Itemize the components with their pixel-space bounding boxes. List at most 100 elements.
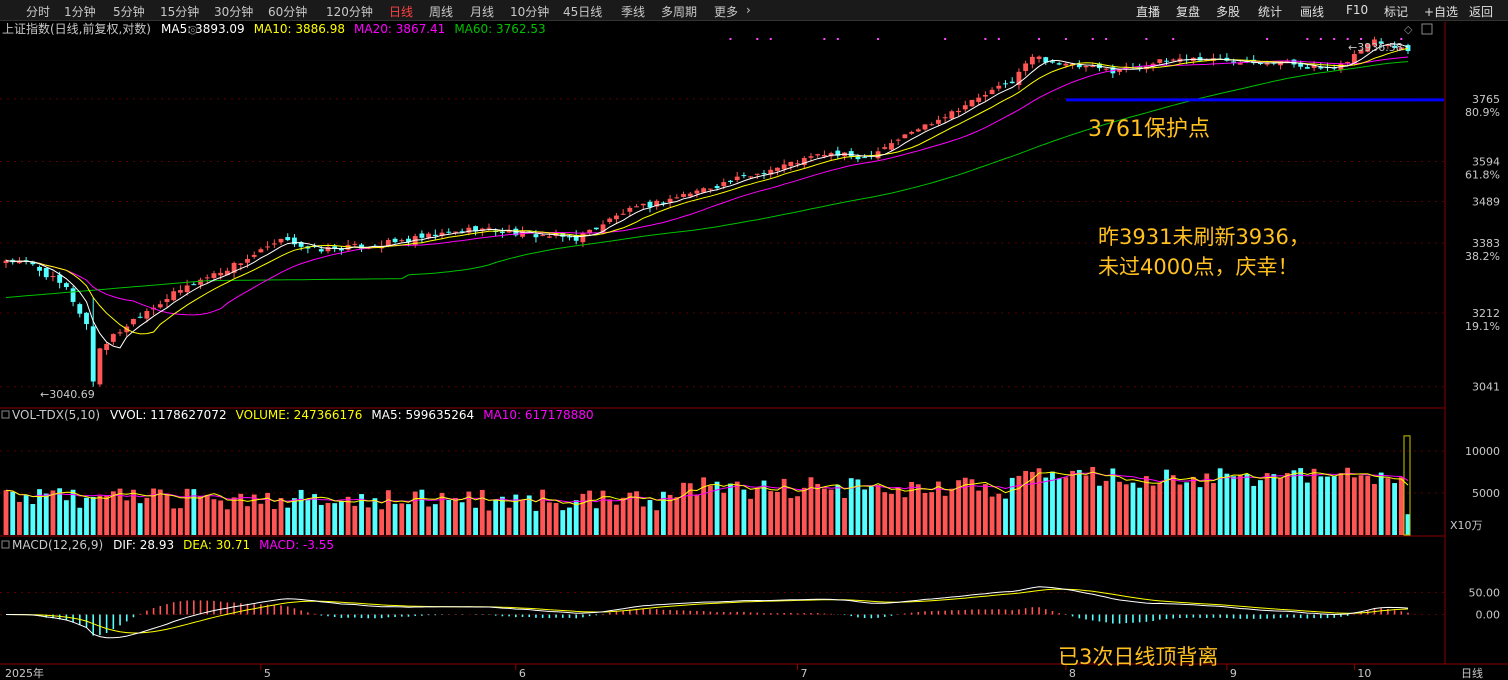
toolbar-button[interactable]: +自选 xyxy=(1424,5,1459,19)
x-tick-label: 2025年 xyxy=(5,666,44,680)
toolbar-button[interactable]: 画线 xyxy=(1300,5,1325,19)
volume-bar xyxy=(499,496,505,535)
timeframe-tab[interactable]: 60分钟 xyxy=(268,5,308,19)
volume-bar xyxy=(1177,484,1183,535)
volume-bar xyxy=(1204,473,1210,535)
candle-body xyxy=(627,207,633,212)
timeframe-tab[interactable]: 45日线 xyxy=(563,5,603,19)
collapse-icon[interactable] xyxy=(1,540,10,549)
timeframe-tab[interactable]: 季线 xyxy=(621,5,646,19)
candle-body xyxy=(567,236,572,238)
volume-bars xyxy=(3,435,1411,536)
candle-body xyxy=(1157,59,1163,63)
candle-body xyxy=(982,94,988,97)
maximize-icon[interactable] xyxy=(1421,23,1433,35)
candle-body xyxy=(1016,71,1022,86)
candle-body xyxy=(1405,45,1411,52)
timeframe-tab[interactable]: 10分钟 xyxy=(510,5,550,19)
volume-bar xyxy=(1063,477,1069,535)
volume-bar xyxy=(1170,475,1176,535)
x-tick-label: 8 xyxy=(1069,667,1076,680)
volume-bar xyxy=(1003,498,1008,535)
volume-bar xyxy=(1251,485,1257,535)
note-line-2: 未过4000点，庆幸！ xyxy=(1098,255,1298,279)
candle-body xyxy=(1050,61,1055,63)
vol-ma5-line xyxy=(5,471,1409,506)
volume-bar xyxy=(318,504,324,535)
timeframe-tab[interactable]: 30分钟 xyxy=(214,5,254,19)
candle-body xyxy=(352,243,358,245)
candle-body xyxy=(157,304,163,308)
volume-bar xyxy=(821,488,827,535)
collapse-icon[interactable] xyxy=(1,410,10,419)
volume-bar xyxy=(1130,482,1136,535)
volume-bar xyxy=(593,508,599,535)
volume-bar xyxy=(1029,471,1035,535)
candle-body xyxy=(1164,60,1169,62)
timeframe-tab[interactable]: 5分钟 xyxy=(113,5,145,19)
indicator-value: MA5: 3893.09 xyxy=(161,22,245,36)
volume-bar xyxy=(1304,482,1310,535)
candle-body xyxy=(1023,63,1029,71)
volume-bar xyxy=(1123,484,1129,535)
volume-bar xyxy=(741,489,747,535)
diamond-icon[interactable]: ◇ xyxy=(1404,23,1413,36)
settings-icon[interactable]: ◎ xyxy=(188,23,198,36)
toolbar-button[interactable]: F10 xyxy=(1346,3,1369,17)
candle-body xyxy=(828,153,834,157)
timeframe-tab[interactable]: 1分钟 xyxy=(64,5,96,19)
candle-body xyxy=(30,261,36,265)
candle-body xyxy=(707,188,713,190)
pct-tick-label: 19.1% xyxy=(1465,320,1500,333)
toolbar-button[interactable]: 直播 xyxy=(1136,5,1161,19)
candle-body xyxy=(238,263,244,266)
volume-bar xyxy=(1083,475,1089,535)
volume-bar xyxy=(1164,469,1169,535)
candle-body xyxy=(1378,41,1384,44)
toolbar-button[interactable]: 统计 xyxy=(1258,5,1283,19)
toolbar-button[interactable]: 多股 xyxy=(1216,5,1241,19)
candle-body xyxy=(453,231,458,233)
volume-bar xyxy=(1318,476,1324,535)
volume-bar xyxy=(493,499,499,535)
timeframe-tab[interactable]: 月线 xyxy=(470,5,495,19)
candle-body xyxy=(439,232,445,236)
candle-body xyxy=(1009,81,1015,84)
toolbar-button[interactable]: 标记 xyxy=(1384,5,1409,19)
volume-bar xyxy=(1331,476,1337,535)
candle-body xyxy=(768,169,774,175)
timeframe-tab[interactable]: 更多 xyxy=(714,5,739,19)
volume-bar xyxy=(379,509,385,535)
timeframe-tab[interactable]: 15分钟 xyxy=(160,5,200,19)
event-marker xyxy=(836,38,839,40)
volume-bar xyxy=(43,493,49,535)
timeframe-tab[interactable]: 周线 xyxy=(429,5,454,19)
timeframe-tab[interactable]: 日线 xyxy=(389,5,414,19)
toolbar-button[interactable]: 复盘 xyxy=(1176,5,1201,19)
volume-bar xyxy=(137,503,143,535)
candle-body xyxy=(1231,61,1237,63)
volume-bar xyxy=(815,483,821,535)
candle-body xyxy=(1258,62,1263,64)
event-marker xyxy=(1091,38,1094,40)
candle-body xyxy=(224,270,230,276)
more-arrow-icon[interactable]: › xyxy=(746,3,751,17)
toolbar-button[interactable]: 返回 xyxy=(1469,5,1494,19)
candle-body xyxy=(1170,59,1176,61)
volume-bar xyxy=(801,487,807,535)
candle-body xyxy=(245,258,250,263)
event-marker xyxy=(1145,38,1148,40)
candle-body xyxy=(97,348,103,385)
volume-bar xyxy=(97,495,103,535)
candle-body xyxy=(1036,56,1042,59)
macd-tick-label: 0.00 xyxy=(1476,609,1501,622)
volume-bar xyxy=(902,497,908,535)
volume-bar xyxy=(728,483,733,535)
timeframe-tab[interactable]: 120分钟 xyxy=(326,5,373,19)
timeframe-tab[interactable]: 分时 xyxy=(26,5,51,19)
candle-body xyxy=(808,156,814,158)
candle-body xyxy=(486,227,492,229)
candle-body xyxy=(218,272,224,276)
timeframe-tab[interactable]: 多周期 xyxy=(661,5,698,19)
